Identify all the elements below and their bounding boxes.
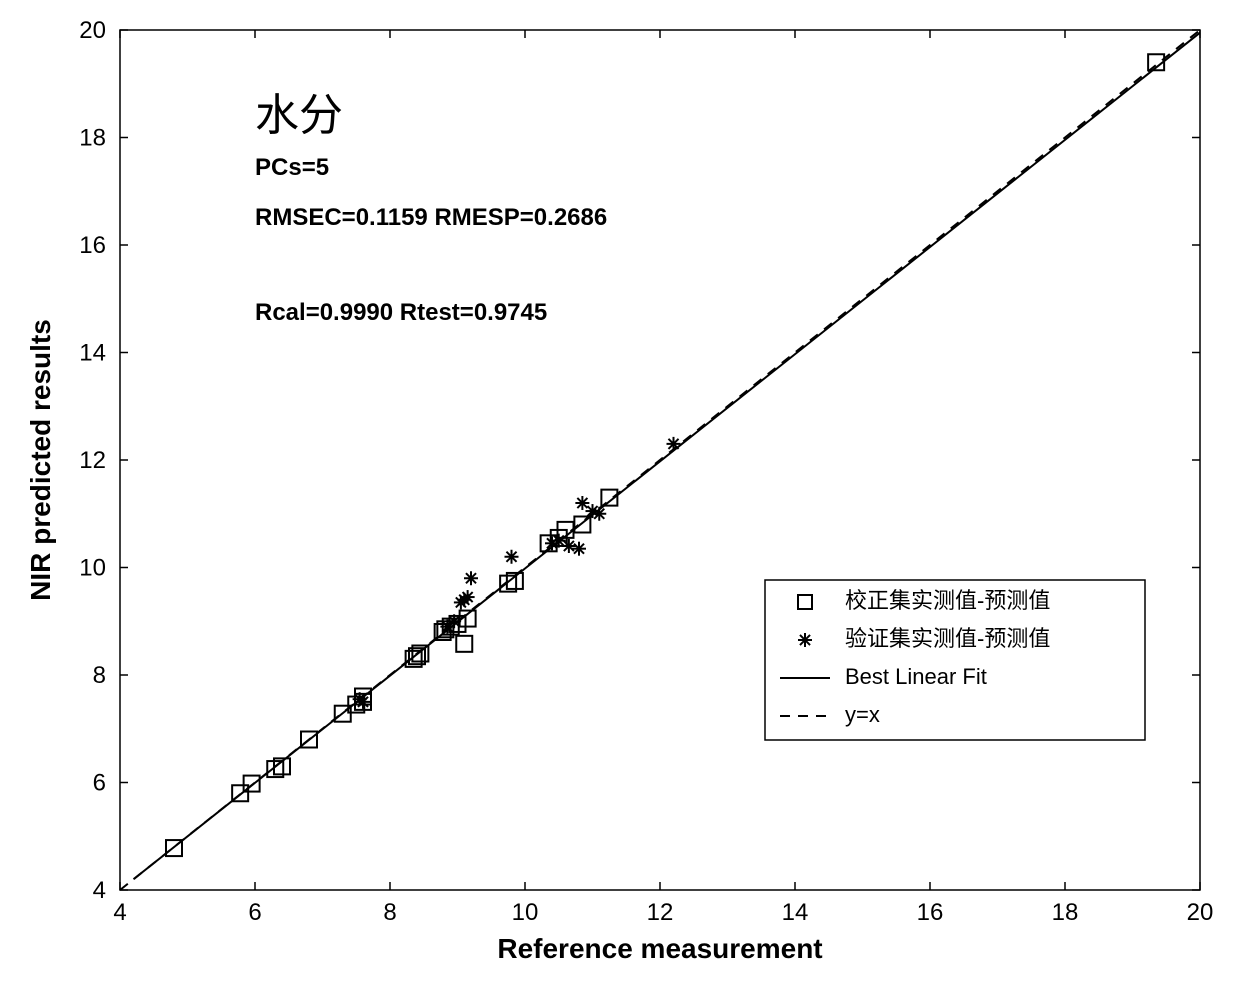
x-tick-label: 18 — [1052, 899, 1079, 926]
stats-r: Rcal=0.9990 Rtest=0.9745 — [255, 299, 547, 326]
validation-point — [447, 614, 461, 628]
y-axis-label: NIR predicted results — [25, 319, 56, 601]
x-tick-label: 6 — [248, 899, 261, 926]
x-tick-label: 8 — [383, 899, 396, 926]
x-tick-label: 14 — [782, 899, 809, 926]
y-tick-label: 14 — [79, 340, 106, 367]
y-tick-label: 16 — [79, 232, 106, 259]
chart-title: 水分 — [255, 91, 343, 140]
y-tick-label: 18 — [79, 125, 106, 152]
x-tick-label: 10 — [512, 899, 539, 926]
validation-point — [562, 539, 576, 553]
calibration-point — [456, 636, 472, 652]
legend-yx: y=x — [845, 702, 880, 727]
y-tick-label: 6 — [93, 770, 106, 797]
legend-square-icon — [798, 595, 812, 609]
validation-point — [461, 590, 475, 604]
x-axis-label: Reference measurement — [497, 933, 822, 964]
validation-point — [667, 437, 681, 451]
x-tick-label: 16 — [917, 899, 944, 926]
legend-asterisk-icon — [798, 633, 812, 647]
validation-point — [464, 571, 478, 585]
x-tick-label: 4 — [113, 899, 126, 926]
chart-container: 4 6 8 10 12 14 16 18 20 4 6 8 10 12 14 16 18 20 Reference … — [0, 0, 1240, 984]
stats-rmse: RMSEC=0.1159 RMESP=0.2686 — [255, 204, 607, 231]
x-tick-label: 12 — [647, 899, 674, 926]
y-tick-label: 4 — [93, 877, 106, 904]
y-tick-label: 10 — [79, 555, 106, 582]
legend-validation: 验证集实测值-预测值 — [845, 626, 1050, 651]
x-tick-label: 20 — [1187, 899, 1214, 926]
legend-calibration: 校正集实测值-预测值 — [845, 588, 1050, 613]
y-tick-label: 12 — [79, 447, 106, 474]
validation-point — [592, 507, 606, 521]
validation-point — [505, 550, 519, 564]
y-tick-label: 20 — [79, 17, 106, 44]
legend-fit: Best Linear Fit — [845, 664, 987, 689]
validation-point — [572, 542, 586, 556]
validation-point — [356, 695, 370, 709]
stats-pcs: PCs=5 — [255, 154, 329, 181]
scatter-chart: 4 6 8 10 12 14 16 18 20 4 6 8 10 12 14 16 18 20 Reference … — [0, 0, 1240, 984]
validation-point — [575, 496, 589, 510]
y-tick-label: 8 — [93, 662, 106, 689]
